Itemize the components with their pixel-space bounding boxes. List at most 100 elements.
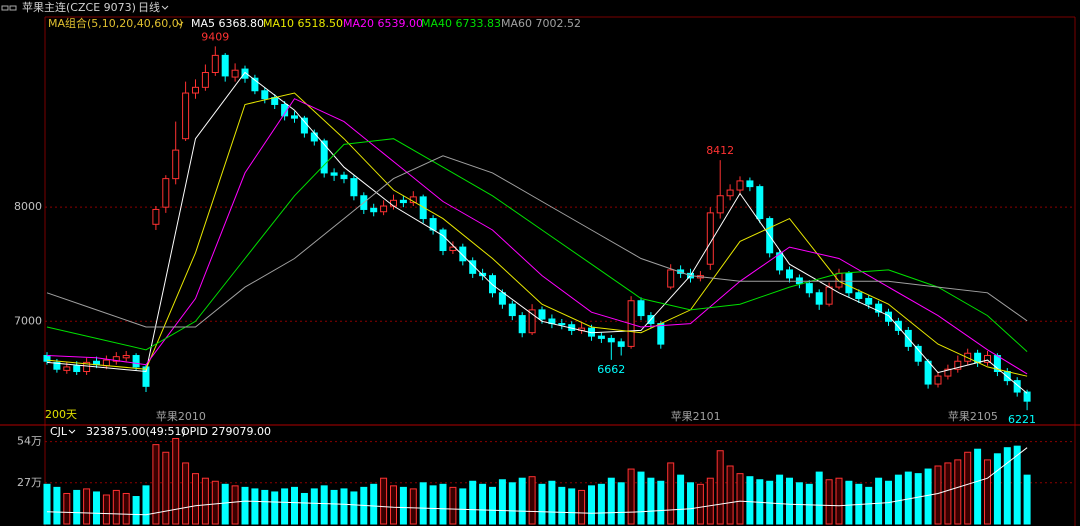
volume-bar xyxy=(954,459,962,525)
volume-bar xyxy=(914,473,922,525)
volume-bar xyxy=(162,451,170,525)
candle-body xyxy=(855,292,863,299)
candle-body xyxy=(291,115,298,119)
menu-icon[interactable] xyxy=(1,5,17,11)
volume-bar xyxy=(469,480,477,525)
period-selector[interactable]: 日线 xyxy=(138,0,160,14)
legend-entry: MA5 6368.80 xyxy=(191,17,264,30)
volume-bar xyxy=(558,486,566,525)
candle-body xyxy=(241,68,249,79)
volume-bar xyxy=(904,471,912,525)
line xyxy=(46,138,1028,352)
candle-body xyxy=(746,180,754,188)
volume-bar xyxy=(320,485,328,525)
dropdown-arrow[interactable] xyxy=(161,5,169,10)
candle-body xyxy=(132,355,140,368)
candle-body xyxy=(83,361,91,373)
volume-bar xyxy=(993,453,1001,525)
volume-bar xyxy=(687,482,694,525)
volume-bar xyxy=(815,471,823,525)
candle-body xyxy=(370,207,378,213)
candle-body xyxy=(142,366,150,387)
candle-body xyxy=(865,297,873,305)
volume-bar xyxy=(102,494,110,525)
volume-bar xyxy=(677,474,685,525)
volume-bar xyxy=(439,483,447,525)
volume-title[interactable]: CJL xyxy=(50,425,68,438)
line xyxy=(46,447,1028,516)
candle-body xyxy=(261,90,269,100)
volume-bar xyxy=(845,480,853,525)
volume-bar xyxy=(409,488,417,525)
volume-bar xyxy=(370,483,378,525)
candle-body xyxy=(211,54,219,73)
legend-entry: MA10 6518.50 xyxy=(263,17,343,30)
candle-body xyxy=(172,149,180,180)
volume-bar xyxy=(647,477,655,525)
candle-body xyxy=(716,195,724,214)
volume-bar xyxy=(706,477,714,525)
line xyxy=(46,71,1028,394)
y-tick-label: 27万 xyxy=(17,476,42,489)
candle-body xyxy=(63,366,71,371)
candle-body xyxy=(607,337,615,343)
candle-body xyxy=(192,86,199,94)
volume-value: 323875.00(49:51) xyxy=(86,425,186,438)
volume-bar xyxy=(637,471,645,525)
volume-bar xyxy=(627,468,635,525)
candle-body xyxy=(182,92,190,140)
volume-bar xyxy=(588,485,595,525)
dropdown-arrow[interactable] xyxy=(68,429,76,434)
candle-body xyxy=(300,117,308,134)
volume-bar xyxy=(251,488,259,525)
candle-body xyxy=(756,186,764,220)
volume-bar xyxy=(786,477,793,525)
candle-body xyxy=(281,103,289,117)
high-annotation: 8412 xyxy=(706,144,734,157)
dropdown-arrow[interactable] xyxy=(176,21,184,26)
volume-bar xyxy=(508,482,516,525)
volume-bar xyxy=(192,473,199,525)
volume-bar xyxy=(83,488,91,525)
icon-part xyxy=(1,5,9,11)
candle-body xyxy=(934,375,942,385)
volume-bar xyxy=(350,491,358,525)
candle-body xyxy=(558,323,566,326)
candle-body xyxy=(776,252,784,271)
legend-entry: MA60 7002.52 xyxy=(501,17,581,30)
candle-body xyxy=(439,229,447,252)
candle-body xyxy=(221,54,229,77)
volume-bar xyxy=(429,485,437,525)
y-tick-label: 7000 xyxy=(14,314,42,327)
volume-bar xyxy=(538,483,546,525)
candle-body xyxy=(459,246,467,262)
volume-bar xyxy=(479,483,487,525)
candle-body xyxy=(825,286,833,305)
volume-bar xyxy=(399,486,407,525)
ma-group-selector[interactable]: MA组合(5,10,20,40,60,0) xyxy=(48,16,183,30)
volume-bar xyxy=(449,486,457,525)
volume-bar xyxy=(528,476,536,525)
line xyxy=(46,98,1028,375)
volume-bar xyxy=(736,473,744,525)
candle-body xyxy=(538,309,546,320)
candle-body xyxy=(667,269,675,288)
volume-bar xyxy=(330,489,338,525)
candle-body xyxy=(518,315,526,334)
volume-bar xyxy=(825,479,833,525)
volume-bar xyxy=(152,444,160,525)
volume-bar xyxy=(617,482,625,525)
candle-body xyxy=(231,69,239,78)
candle-body xyxy=(73,365,81,373)
days-label: 200天 xyxy=(45,408,77,421)
volume-bar xyxy=(835,477,843,525)
volume-bar xyxy=(261,489,269,525)
volume-bar xyxy=(132,496,140,525)
volume-bar xyxy=(805,483,813,525)
high-annotation: 9409 xyxy=(201,30,229,43)
volume-bar xyxy=(241,486,249,525)
candle-body xyxy=(726,189,734,197)
candle-body xyxy=(508,303,516,317)
candle-body xyxy=(845,272,853,294)
